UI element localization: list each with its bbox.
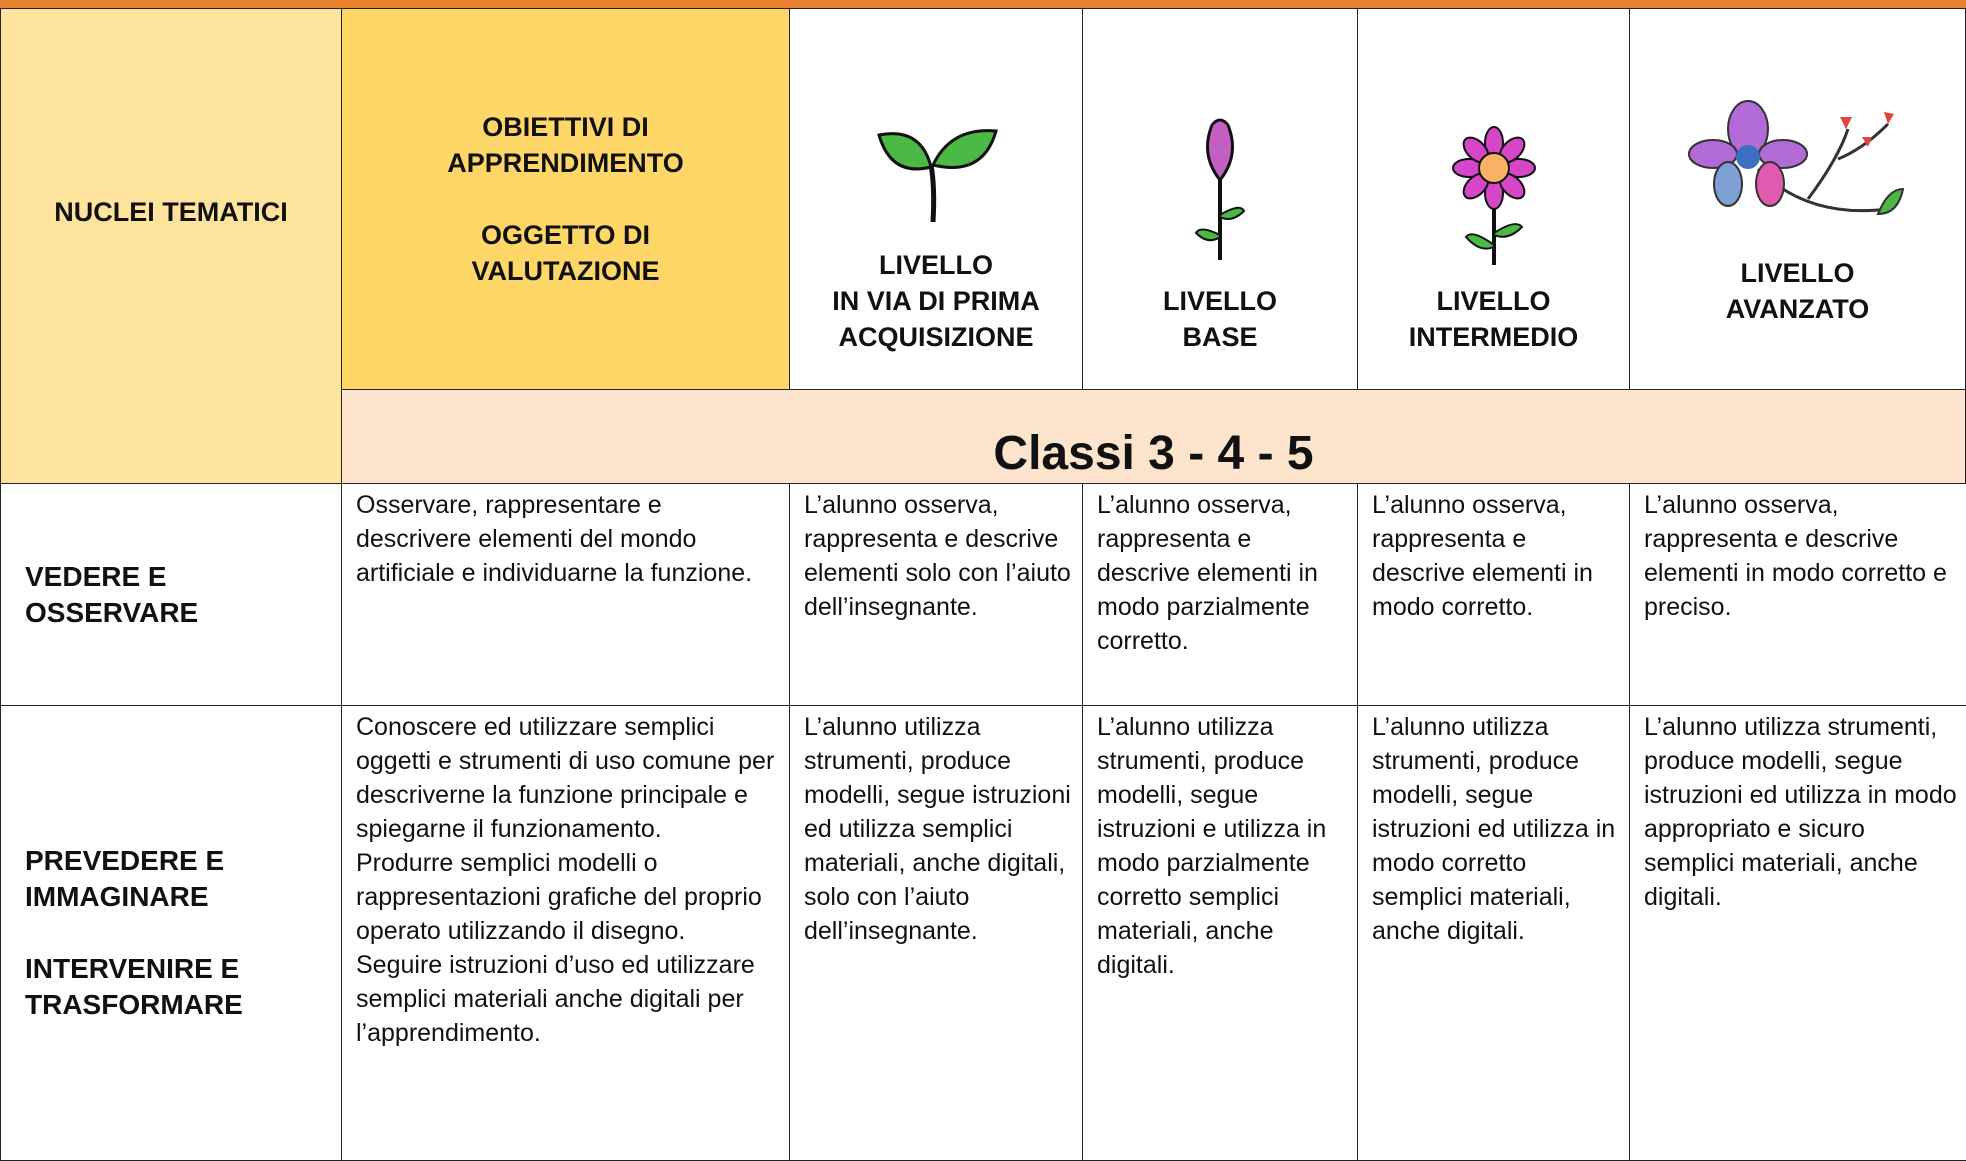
level-cell: L’alunno osserva, rappresenta e descrive… bbox=[789, 483, 1083, 706]
classes-title: Classi 3 - 4 - 5 bbox=[993, 427, 1314, 480]
theme-cell: PREVEDERE E IMMAGINARE INTERVENIRE E TRA… bbox=[0, 705, 342, 1161]
sprout-icon bbox=[877, 129, 998, 223]
level-header: LIVELLO INTERMEDIO bbox=[1357, 8, 1630, 390]
objectives-header: OBIETTIVI DI APPRENDIMENTO OGGETTO DI VA… bbox=[341, 8, 790, 390]
level-title: LIVELLO INTERMEDIO bbox=[1408, 286, 1579, 352]
level-cell: L’alunno utilizza strumenti, produce mod… bbox=[789, 705, 1083, 1161]
level-cell: L’alunno utilizza strumenti, produce mod… bbox=[1629, 705, 1966, 1161]
level-header: LIVELLO BASE bbox=[1082, 8, 1358, 390]
themes-header: NUCLEI TEMATICI bbox=[0, 8, 342, 484]
level-title: LIVELLO IN VIA DI PRIMA ACQUISIZIONE bbox=[832, 250, 1040, 352]
objective-cell: Osservare, rappresentare e descrivere el… bbox=[341, 483, 790, 706]
level-header: LIVELLO IN VIA DI PRIMA ACQUISIZIONE bbox=[789, 8, 1083, 390]
level-cell: L’alunno utilizza strumenti, produce mod… bbox=[1082, 705, 1358, 1161]
level-title: LIVELLO BASE bbox=[1163, 286, 1277, 352]
objective-cell: Conoscere ed utilizzare semplici oggetti… bbox=[341, 705, 790, 1161]
bud-icon bbox=[1194, 118, 1246, 260]
level-title: LIVELLO AVANZATO bbox=[1725, 258, 1870, 324]
flower-icon bbox=[1451, 126, 1536, 265]
theme-cell: VEDERE E OSSERVARE bbox=[0, 483, 342, 706]
level-cell: L’alunno utilizza strumenti, produce mod… bbox=[1357, 705, 1630, 1161]
classes-banner: Classi 3 - 4 - 5 bbox=[341, 389, 1966, 484]
top-bar bbox=[0, 0, 1966, 9]
advanced-flower-icon bbox=[1687, 100, 1904, 216]
level-cell: L’alunno osserva, rappresenta e descrive… bbox=[1357, 483, 1630, 706]
level-cell: L’alunno osserva, rappresenta e descrive… bbox=[1082, 483, 1358, 706]
level-header: LIVELLO AVANZATO bbox=[1629, 8, 1966, 390]
level-cell: L’alunno osserva, rappresenta e descrive… bbox=[1629, 483, 1966, 706]
